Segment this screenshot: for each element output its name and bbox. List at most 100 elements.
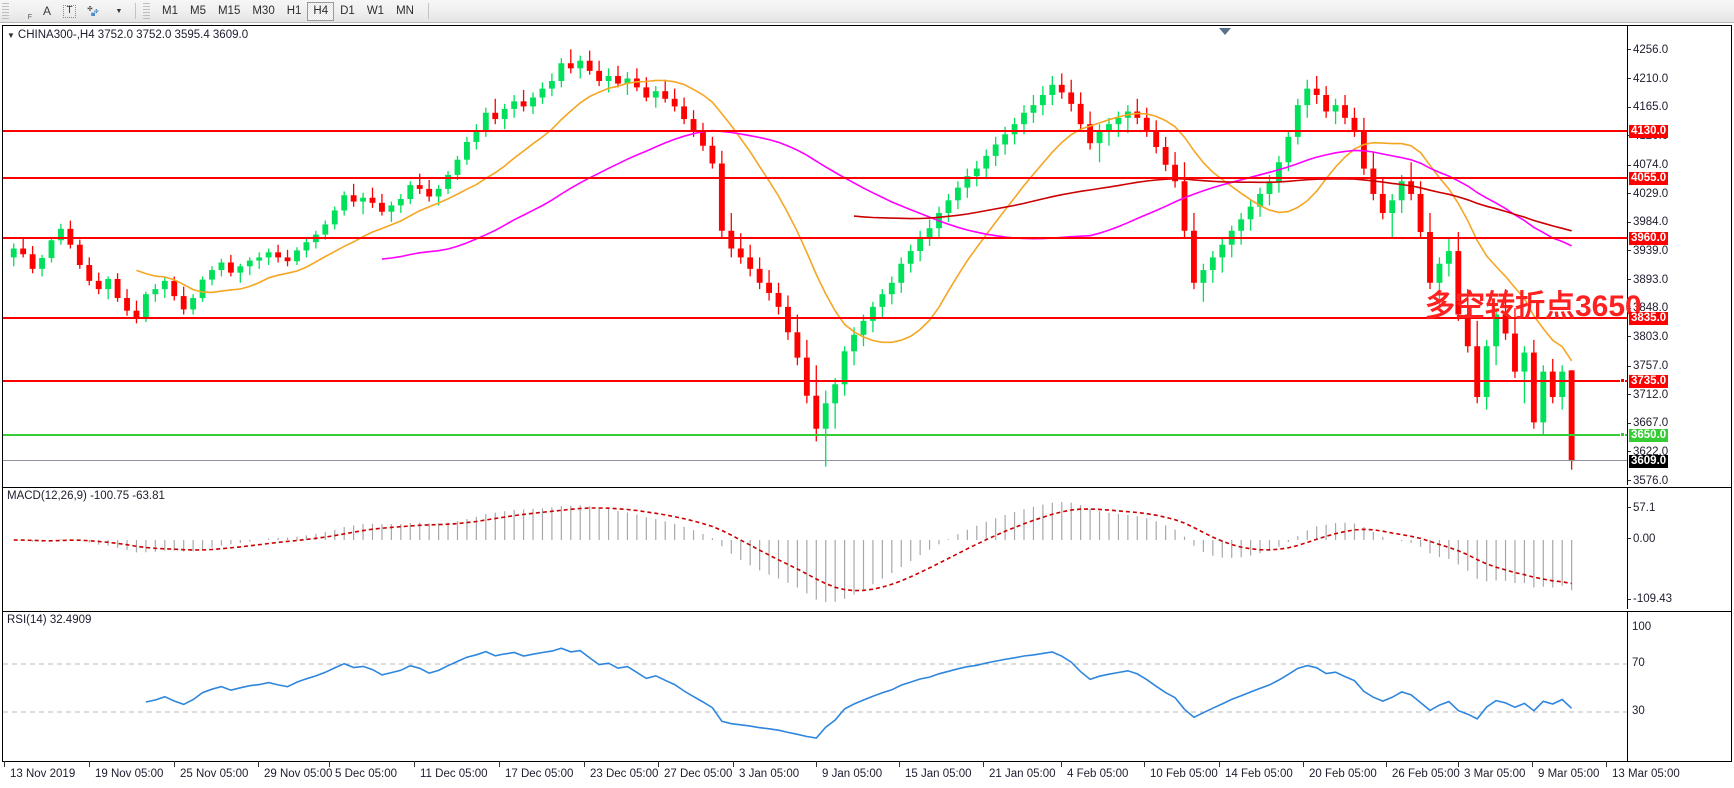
time-axis-label-17: 26 Feb 05:00 — [1392, 768, 1460, 780]
price-tick-label: 4210.0 — [1633, 72, 1669, 85]
timeframe-button-m15[interactable]: M15 — [217, 5, 241, 17]
time-tick-sep — [816, 761, 817, 767]
price-tick-label: 3712.0 — [1633, 388, 1669, 401]
time-axis-label-4: 5 Dec 05:00 — [335, 768, 398, 780]
level-handle-3650[interactable] — [1620, 432, 1625, 438]
rsi-tick-1: 70 — [1628, 657, 1645, 670]
time-tick-sep — [414, 761, 415, 767]
price-tick-label: 4256.0 — [1633, 43, 1669, 56]
price-tick-label: 3984.0 — [1633, 216, 1669, 229]
objects-icon[interactable] — [81, 1, 107, 21]
time-axis-label-1: 19 Nov 05:00 — [95, 768, 164, 780]
price-level-line-3835[interactable] — [3, 316, 1627, 319]
text-object-icon[interactable]: T — [58, 1, 81, 21]
time-tick-sep — [1144, 761, 1145, 767]
timeframe-button-d1[interactable]: D1 — [340, 5, 355, 17]
macd-tick-label: 0.00 — [1633, 532, 1656, 545]
price-tick-3893-0: 3893.0 — [1628, 273, 1669, 287]
symbol-label-text: CHINA300-,H4 3752.0 3752.0 3595.4 3609.0 — [17, 29, 249, 41]
symbol-dropdown-caret-icon[interactable]: ▼ — [7, 31, 15, 40]
scale-fix-button[interactable] — [1718, 745, 1732, 759]
price-level-line-3609[interactable] — [3, 460, 1627, 462]
level-tag-3835[interactable]: 3835.0 — [1629, 311, 1669, 325]
price-tick-3622-0: 3622.0 — [1628, 446, 1668, 459]
macd-pane[interactable]: 57.1 0.00 -109.43 MACD(12,26,9) -100.75 -6… — [3, 487, 1731, 609]
price-level-line-3650[interactable] — [3, 434, 1627, 437]
time-tick-sep — [1303, 761, 1304, 767]
price-plot-area[interactable] — [3, 26, 1627, 485]
timeframe-button-h4[interactable]: H4 — [307, 1, 335, 21]
timeframe-button-m30[interactable]: M30 — [252, 5, 275, 17]
time-tick-sep — [584, 761, 585, 767]
price-tick-3757-0: 3757.0 — [1628, 360, 1669, 373]
time-tick-sep — [329, 761, 330, 767]
level-handle-3735[interactable] — [1620, 378, 1625, 384]
timeframe-button-h1[interactable]: H1 — [286, 5, 302, 17]
time-axis-label-10: 9 Jan 05:00 — [822, 768, 883, 780]
price-tick-3712-0: 3712.0 — [1628, 388, 1669, 402]
price-tick-4074-0: 4074.0 — [1628, 159, 1669, 172]
time-axis-label-16: 20 Feb 05:00 — [1309, 768, 1377, 780]
macd-plot-area[interactable] — [3, 488, 1627, 609]
chart-annotation-text: 多空转折点3650 — [1425, 290, 1642, 323]
price-scale[interactable]: 4256.04210.04165.04120.04074.04029.03984… — [1627, 26, 1731, 485]
price-tick-4029-0: 4029.0 — [1628, 187, 1669, 201]
price-tick-3848-0: 3848.0 — [1628, 303, 1668, 315]
timeframe-button-m5[interactable]: M5 — [189, 5, 206, 17]
toolbar-separator-2 — [427, 3, 429, 19]
time-tick-sep — [1532, 761, 1533, 767]
time-axis-label-11: 15 Jan 05:00 — [905, 768, 972, 780]
time-axis-label-5: 11 Dec 05:00 — [420, 768, 488, 780]
timeframe-button-mn[interactable]: MN — [396, 5, 414, 17]
time-tick-sep — [89, 761, 90, 767]
font-color-icon[interactable]: A — [42, 4, 51, 18]
rsi-series — [3, 647, 1627, 739]
rsi-pane[interactable]: 100 70 30 RSI(14) 32.4909 — [3, 611, 1731, 761]
level-tag-3735[interactable]: 3735.0 — [1629, 375, 1669, 389]
price-tick-label: 4074.0 — [1633, 159, 1669, 172]
font-size-icon[interactable]: F — [27, 14, 32, 21]
macd-tick-label: -109.43 — [1633, 593, 1673, 606]
time-axis-label-9: 3 Jan 05:00 — [739, 768, 800, 780]
level-tag-4055[interactable]: 4055.0 — [1629, 172, 1669, 186]
time-axis-label-15: 14 Feb 05:00 — [1225, 768, 1293, 780]
level-tag-3960[interactable]: 3960.0 — [1629, 232, 1669, 246]
price-tick-label: 3757.0 — [1633, 360, 1669, 373]
rsi-scale[interactable]: 100 70 30 — [1627, 612, 1731, 761]
time-tick-sep — [983, 761, 984, 767]
time-axis-label-0: 13 Nov 2019 — [10, 768, 76, 780]
price-level-line-4130[interactable] — [3, 129, 1627, 132]
rsi-tick-0: 100 — [1628, 621, 1652, 634]
macd-label: MACD(12,26,9) -100.75 -63.81 — [7, 490, 165, 502]
level-tag-4130[interactable]: 4130.0 — [1629, 124, 1669, 138]
price-tick-4256-0: 4256.0 — [1628, 43, 1669, 57]
price-tick-label: 4029.0 — [1633, 187, 1669, 200]
time-tick-sep — [1458, 761, 1459, 767]
timeframe-button-m1[interactable]: M1 — [162, 5, 178, 17]
rsi-tick-label: 30 — [1632, 705, 1645, 717]
time-tick-sep — [1606, 761, 1607, 767]
timeframe-drag-grip[interactable] — [143, 2, 150, 20]
current-price-tag[interactable]: 3609.0 — [1629, 455, 1669, 469]
time-tick-sep — [1219, 761, 1220, 767]
time-axis-label-20: 13 Mar 05:00 — [1612, 768, 1680, 780]
price-tick-label: 3893.0 — [1633, 273, 1669, 286]
time-axis[interactable]: 13 Nov 2019 19 Nov 05:00 25 Nov 05:00 29 No… — [2, 761, 1732, 786]
price-level-line-4055[interactable] — [3, 177, 1627, 180]
time-axis-label-3: 29 Nov 05:00 — [264, 768, 333, 780]
level-tag-3650[interactable]: 3650.0 — [1629, 429, 1669, 443]
price-level-line-3735[interactable] — [3, 380, 1627, 383]
toolbar-drag-grip[interactable] — [2, 2, 9, 20]
timeframe-button-w1[interactable]: W1 — [366, 5, 385, 17]
objects-dropdown-caret-icon[interactable]: ▼ — [115, 7, 123, 15]
macd-tick-2: -109.43 — [1628, 594, 1672, 606]
chart-frame: 4256.04210.04165.04120.04074.04029.03984… — [2, 25, 1732, 761]
time-axis-label-12: 21 Jan 05:00 — [989, 768, 1056, 780]
rsi-label: RSI(14) 32.4909 — [7, 614, 92, 626]
rsi-plot-area[interactable] — [3, 612, 1627, 761]
macd-scale[interactable]: 57.1 0.00 -109.43 — [1627, 488, 1731, 609]
rsi-tick-label: 100 — [1632, 621, 1652, 633]
price-level-line-3960[interactable] — [3, 237, 1627, 240]
price-tick-4210-0: 4210.0 — [1628, 72, 1669, 86]
price-pane[interactable]: 4256.04210.04165.04120.04074.04029.03984… — [3, 26, 1731, 485]
